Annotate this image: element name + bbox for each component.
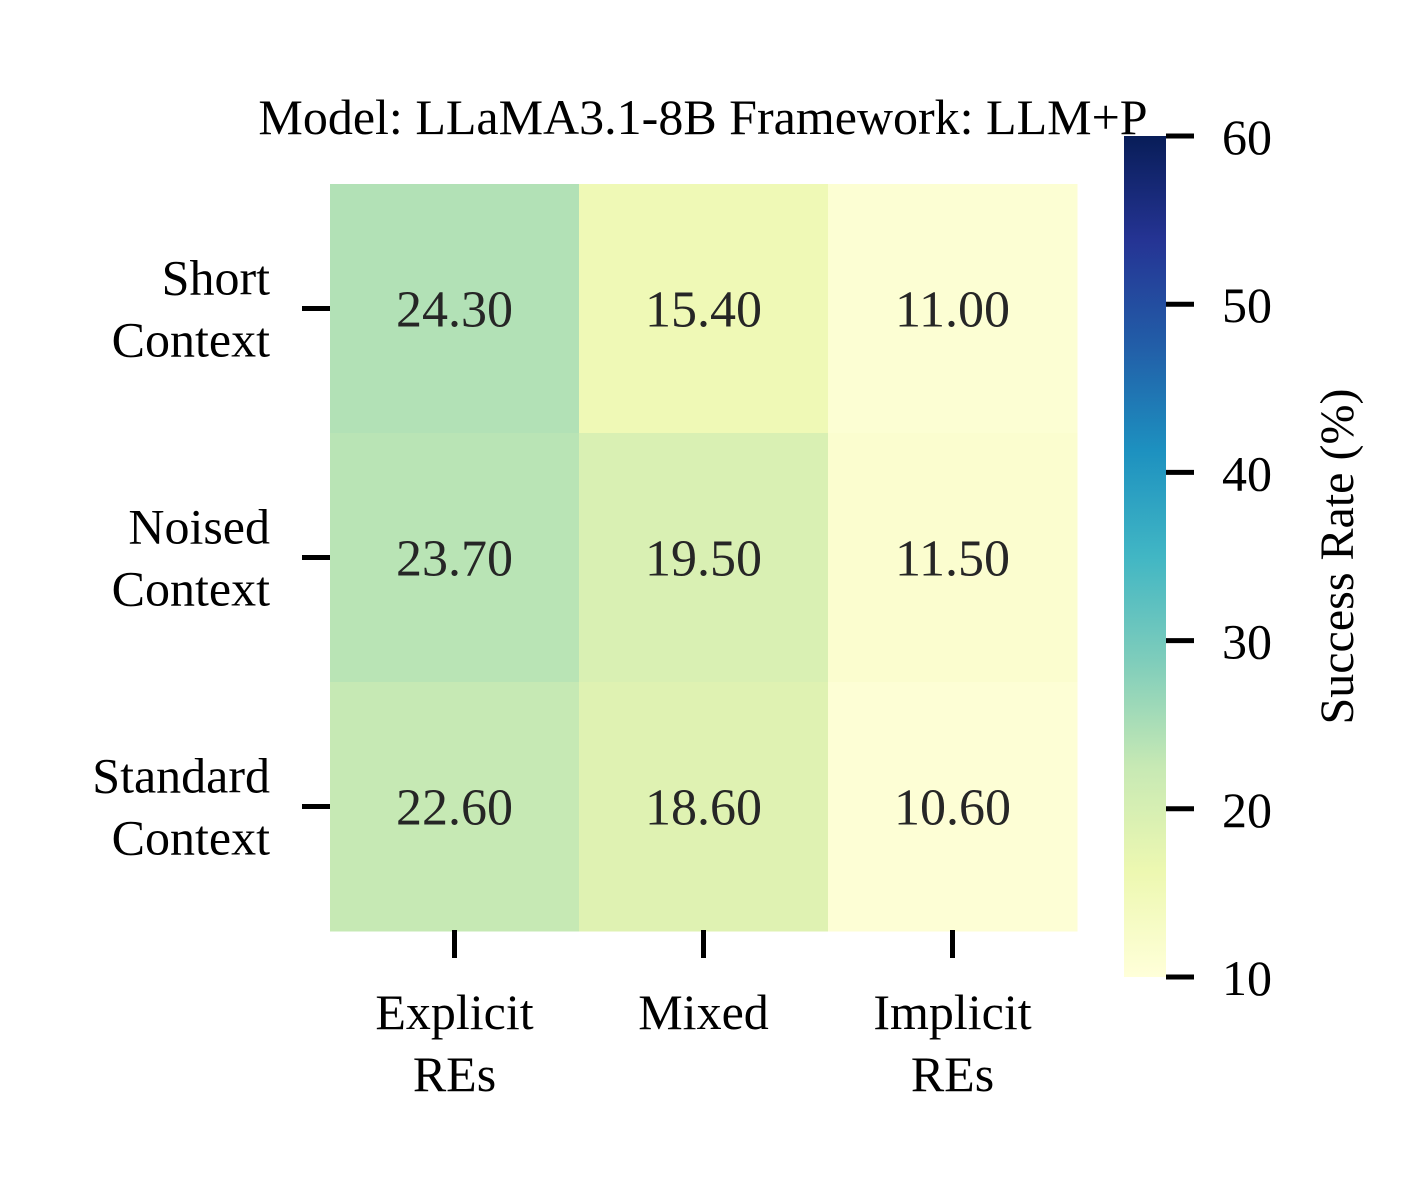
- heatmap-cell: 24.30: [330, 184, 580, 434]
- row-tick-label: Short Context: [112, 250, 270, 368]
- heatmap-cell: 10.60: [828, 682, 1078, 932]
- colorbar-label: Success Rate (%): [1311, 389, 1364, 725]
- cell-value-label: 11.00: [895, 282, 1010, 339]
- heatmap-cell: 23.70: [330, 433, 580, 683]
- column-tick-label: Mixed: [638, 984, 769, 1040]
- colorbar: 10 20 30 40 50 60 Success Rate (%): [1124, 109, 1364, 1006]
- colorbar-tick-label: 50: [1222, 277, 1272, 333]
- heatmap-cells: 24.30 15.40 11.00 23.70 19.50 11.50 22.60 18.60…: [330, 184, 1078, 932]
- row-axis: Short Context Noised Context Standard Context: [92, 250, 330, 866]
- column-axis: Explicit REs Mixed Implicit REs: [375, 930, 1032, 1102]
- heatmap-cell: 18.60: [579, 682, 829, 932]
- cell-value-label: 23.70: [396, 531, 513, 588]
- heatmap-cell: 22.60: [330, 682, 580, 932]
- cell-rect: [579, 184, 829, 434]
- row-tick-label: Standard Context: [92, 748, 270, 866]
- column-tick-label: Explicit REs: [375, 984, 533, 1102]
- cell-value-label: 18.60: [645, 780, 762, 837]
- heatmap-cell: 11.50: [828, 433, 1078, 683]
- colorbar-tick-label: 30: [1222, 614, 1272, 670]
- colorbar-tick-label: 40: [1222, 445, 1272, 501]
- heatmap-cell: 11.00: [828, 184, 1078, 434]
- colorbar-gradient: [1124, 136, 1166, 977]
- colorbar-tick-label: 10: [1222, 950, 1272, 1006]
- cell-value-label: 22.60: [396, 780, 513, 837]
- cell-rect: [330, 184, 580, 434]
- cell-rect: [330, 682, 580, 932]
- colorbar-ticks: 10 20 30 40 50 60: [1166, 109, 1272, 1006]
- cell-rect: [828, 682, 1078, 932]
- heatmap-cell: 15.40: [579, 184, 829, 434]
- cell-value-label: 10.60: [894, 780, 1011, 837]
- cell-value-label: 19.50: [645, 531, 762, 588]
- cell-value-label: 15.40: [645, 282, 762, 339]
- chart-title: Model: LLaMA3.1-8B Framework: LLM+P: [258, 89, 1147, 145]
- column-tick-label: Implicit REs: [873, 984, 1031, 1102]
- heatmap-cell: 19.50: [579, 433, 829, 683]
- cell-value-label: 24.30: [396, 282, 513, 339]
- colorbar-tick-label: 60: [1222, 109, 1272, 165]
- cell-rect: [579, 433, 829, 683]
- cell-rect: [330, 433, 580, 683]
- cell-rect: [828, 184, 1078, 434]
- cell-rect: [828, 433, 1078, 683]
- cell-value-label: 11.50: [895, 531, 1010, 588]
- cell-rect: [579, 682, 829, 932]
- colorbar-tick-label: 20: [1222, 782, 1272, 838]
- row-tick-label: Noised Context: [112, 499, 270, 617]
